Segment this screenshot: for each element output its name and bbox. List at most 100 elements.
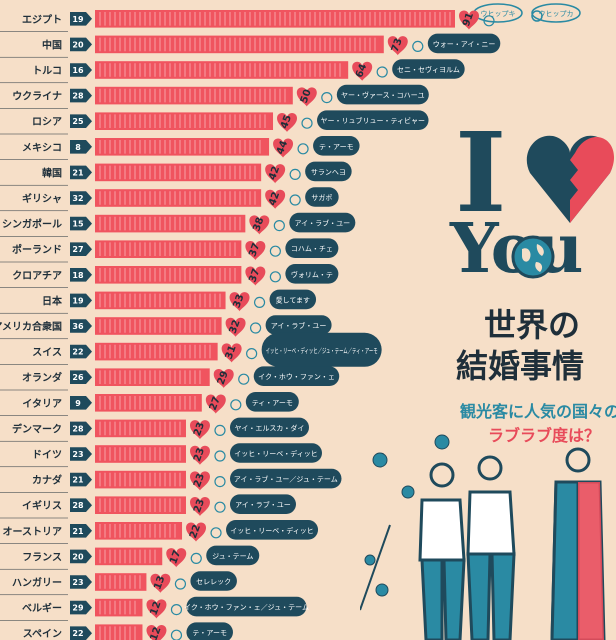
value-label: 31 <box>224 344 239 361</box>
ring-icon <box>214 501 226 513</box>
ring-icon <box>214 424 226 436</box>
value-label: 23 <box>192 472 207 489</box>
rank-badge <box>70 191 92 205</box>
rank-badge <box>70 165 92 180</box>
heart-icon <box>265 189 286 209</box>
title-line2: 結婚事情 <box>456 347 585 385</box>
phrase-text: セレレック <box>196 578 231 586</box>
ring-icon <box>238 373 250 385</box>
ring-icon <box>214 450 226 462</box>
phrase-bubble <box>186 622 233 640</box>
country-label: 韓国 <box>42 166 62 179</box>
couple-illustration <box>360 434 606 640</box>
rank-badge <box>70 524 92 538</box>
heart-icon <box>296 87 317 107</box>
ring-icon <box>174 578 187 590</box>
phrase-text: イク・ホウ・ファン・ェ <box>258 373 335 381</box>
phrase-text: ジュ・テーム <box>212 552 253 560</box>
ring-icon <box>190 552 202 565</box>
heart-icon <box>273 138 294 158</box>
country-label: メキシコ <box>22 142 62 154</box>
phrase-text: ヤイ・エルスカ・ダイ <box>235 423 305 432</box>
value-label: 32 <box>228 318 243 335</box>
phrase-bubble <box>392 59 465 79</box>
value-label: 73 <box>390 37 405 54</box>
bar <box>95 573 147 591</box>
phrase-bubble <box>427 33 501 54</box>
rank-badge <box>70 626 92 640</box>
phrase-text: ヴォリム・テ <box>291 270 333 279</box>
country-label: ハンガリー <box>12 576 62 589</box>
value-label: 33 <box>232 293 247 310</box>
phrase-text: アイ・ラブ・ユー <box>235 500 291 509</box>
ring-icon <box>301 117 313 129</box>
rank-badge-text: 25 <box>72 117 84 126</box>
country-label: 日本 <box>42 294 63 307</box>
heart-icon <box>146 624 167 640</box>
bar <box>95 522 183 540</box>
bar <box>95 317 222 335</box>
country-label: ドイツ <box>32 449 62 461</box>
heart-icon <box>146 599 167 619</box>
phrase-bubble <box>285 264 339 284</box>
phrase-bubble <box>305 161 352 182</box>
country-label: カナダ <box>32 474 62 487</box>
rank-badge-text: 28 <box>72 424 84 433</box>
value-label: 64 <box>354 62 369 79</box>
ring-icon <box>289 194 301 206</box>
rank-badge-text: 26 <box>72 373 84 382</box>
rank-badge <box>70 268 92 282</box>
phrase-bubble <box>285 238 339 258</box>
heart-icon <box>166 548 187 568</box>
country-label: スイス <box>32 347 62 359</box>
rank-badge <box>70 600 92 615</box>
phrase-bubble <box>229 443 322 463</box>
phrase-bubble <box>229 417 309 438</box>
value-label: 44 <box>275 139 290 156</box>
country-label: ベルギー <box>22 602 62 615</box>
speech-bubble <box>531 3 581 23</box>
value-label: 42 <box>267 190 282 207</box>
ring-icon <box>214 476 226 488</box>
country-label: アメリカ合衆国 <box>0 320 62 333</box>
rank-badge-text: 28 <box>72 501 84 510</box>
rank-badge-text: 20 <box>72 40 84 49</box>
country-label: トルコ <box>32 65 62 77</box>
country-label: フランス <box>22 551 62 563</box>
heart-icon <box>459 10 479 30</box>
rank-badge-text: 21 <box>72 476 84 485</box>
rank-badge <box>70 472 92 487</box>
rank-badge <box>70 549 92 564</box>
subtitle-line1: 観光客に人気の国々の <box>460 402 616 421</box>
rank-badge <box>70 242 92 256</box>
phrase-text: アイ・ラブ・ユー <box>295 219 351 228</box>
phrase-bubble <box>190 571 237 591</box>
heart-icon <box>265 164 286 184</box>
ring-icon <box>246 348 258 360</box>
bar <box>95 35 384 54</box>
heart-icon <box>249 215 270 235</box>
rank-badge-text: 15 <box>72 220 84 229</box>
value-label: 13 <box>152 574 167 591</box>
ring-icon <box>531 10 543 22</box>
value-label: 38 <box>251 216 266 233</box>
heart-icon <box>205 394 226 414</box>
phrase-bubble <box>229 494 296 514</box>
country-label: イタリア <box>22 398 62 410</box>
value-label: 23 <box>192 446 207 463</box>
phrase-bubble <box>269 289 317 310</box>
phrase-text: アイ・ラブ・ユー <box>271 321 327 330</box>
rank-badge-text: 28 <box>72 92 84 101</box>
rank-badge-text: 16 <box>72 66 84 75</box>
phrase-bubble <box>289 212 356 233</box>
rank-badge <box>70 447 92 461</box>
ring-icon <box>289 168 301 180</box>
country-label: ポーランド <box>12 243 62 256</box>
value-label: 37 <box>247 242 262 259</box>
phrase-text: ヤー・ヴァース・コハーユ <box>341 91 425 100</box>
virus-icon <box>364 434 450 597</box>
rank-badge-text: 8 <box>75 143 81 152</box>
bar <box>95 86 293 105</box>
rank-badge <box>70 63 92 77</box>
